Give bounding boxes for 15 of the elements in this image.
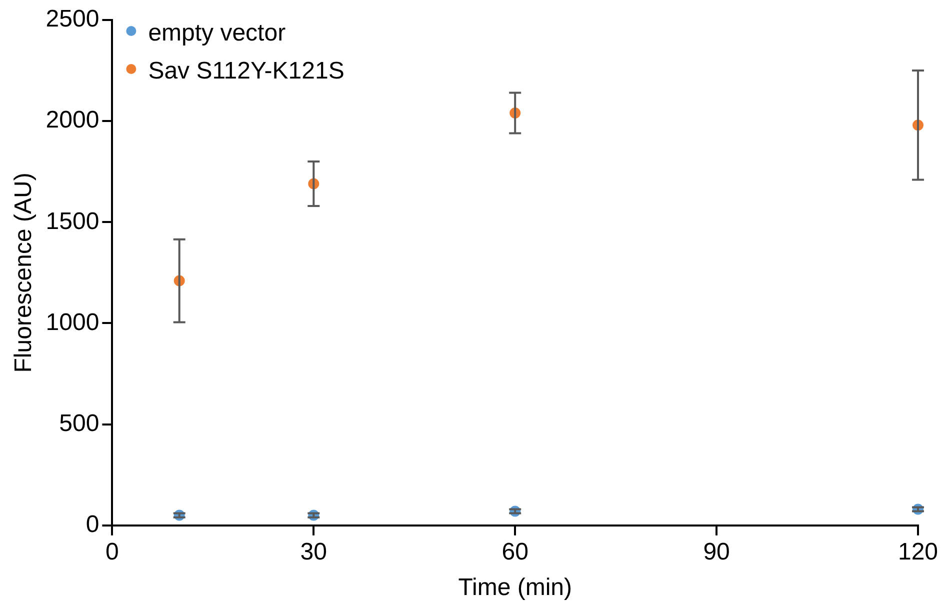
y-tick-label: 0 [86,511,100,538]
y-axis-title: Fluorescence (AU) [10,172,38,373]
y-tick-label: 2000 [46,106,100,134]
x-axis-title: Time (min) [458,574,572,602]
x-tick-label: 60 [502,538,528,566]
x-tick-label: 30 [300,538,327,566]
legend-label: empty vector [148,20,286,47]
legend-label: Sav S112Y-K121S [148,58,344,85]
y-tick-label: 500 [59,410,100,437]
x-tick-label: 90 [703,538,730,566]
y-tick-label: 2500 [46,6,100,33]
y-tick-label: 1500 [46,208,100,235]
x-tick-label: 0 [106,538,119,566]
y-tick-label: 1000 [46,308,100,336]
x-tick-label: 120 [898,538,938,566]
